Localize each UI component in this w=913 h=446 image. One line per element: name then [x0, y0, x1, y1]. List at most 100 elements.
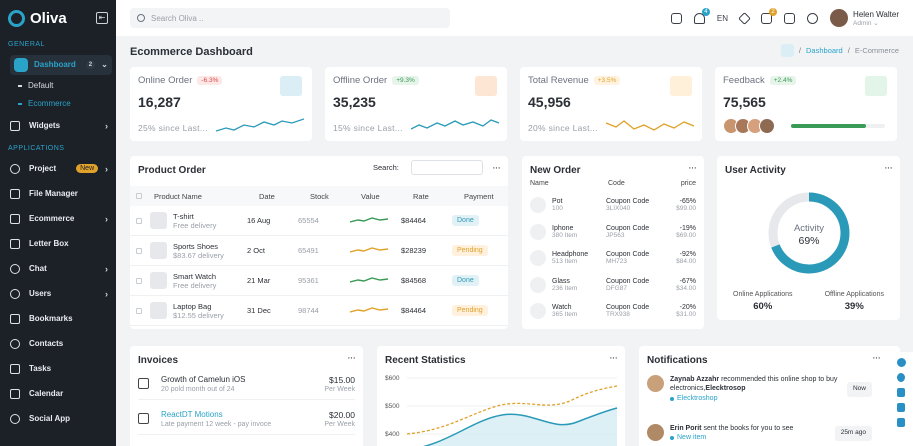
item-name: Glass	[552, 277, 570, 285]
sidebar-item-social-app[interactable]: Social App	[0, 406, 116, 431]
recent-statistics-card: Recent Statistics ··· $600 $500 $400	[377, 346, 625, 446]
order-date: 31 Dec	[247, 306, 271, 315]
mail-icon[interactable]	[784, 12, 796, 24]
product-image	[530, 303, 546, 319]
logo[interactable]: Oliva ⇤	[0, 0, 116, 36]
product-image	[530, 197, 546, 213]
invoices-card: Invoices ··· Growth of Camelun iOS 20 pol…	[130, 346, 363, 446]
stat-online-order: Online Order -6.3% 16,287 25% since Last.…	[130, 67, 312, 141]
collapse-sidebar-icon[interactable]: ⇤	[96, 12, 108, 24]
cart-icon[interactable]	[897, 418, 905, 427]
stat-offline-order: Offline Order +9.3% 35,235 15% since Last…	[325, 67, 507, 141]
file-icon	[10, 188, 20, 199]
more-icon[interactable]: ···	[688, 162, 697, 174]
table-search-input[interactable]	[411, 160, 483, 175]
y-tick: $500	[385, 403, 400, 410]
sidebar-item-letter-box[interactable]: Letter Box	[0, 231, 116, 256]
letter-icon	[10, 238, 20, 249]
product-image	[530, 250, 546, 266]
order-date: 21 Mar	[247, 276, 271, 285]
stat-sparkline	[411, 119, 499, 130]
stat-value: 45,956	[528, 94, 571, 110]
list-item[interactable]: Glass 236 Item Coupon Code DFG87 -67% $34.0…	[530, 272, 696, 298]
tasks-icon	[10, 363, 20, 374]
bell-icon[interactable]: 4	[693, 7, 710, 24]
sidebar-item-chat[interactable]: Chat ›	[0, 256, 116, 281]
stat-label: Total Revenue	[528, 75, 589, 86]
notification-item[interactable]: Zaynab Azzahr recommended this online sh…	[647, 375, 872, 403]
more-icon[interactable]: ···	[492, 162, 501, 174]
user-menu[interactable]: Helen Walter Admin ⌄	[830, 9, 899, 27]
sidebar-item-dashboard[interactable]: Dashboard 2 ⌄	[0, 52, 116, 77]
ecommerce-icon	[10, 213, 20, 224]
sidebar-item-bookmarks[interactable]: Bookmarks	[0, 306, 116, 331]
quick-actions-bar	[889, 352, 913, 446]
rate-value: $84464	[401, 216, 427, 225]
price: $69.00	[676, 231, 696, 239]
theme-icon[interactable]	[807, 12, 819, 24]
logo-icon	[8, 9, 25, 27]
search-input[interactable]: Search Oliva ..	[130, 8, 450, 28]
stat-since: 20% since Last...	[528, 123, 598, 133]
settings-icon[interactable]	[897, 403, 905, 412]
sidebar: Oliva ⇤ GENERAL Dashboard 2 ⌄ Default Ecom…	[0, 0, 116, 446]
list-item[interactable]: Iphone 380 Item Coupon Code JP563 -19% $69.…	[530, 219, 696, 245]
stat-since: 25% since Last...	[138, 123, 208, 133]
page-title: Ecommerce Dashboard	[130, 46, 253, 58]
invoice-row[interactable]: ReactDT Motions Late payment 12 week - pa…	[138, 403, 355, 435]
sidebar-item-file-manager[interactable]: File Manager	[0, 181, 116, 206]
users-icon	[10, 288, 20, 299]
sidebar-sub-ecommerce[interactable]: Ecommerce	[0, 95, 116, 113]
select-all-checkbox[interactable]	[136, 193, 142, 199]
discount: -65%	[679, 198, 696, 205]
coupon-label: Coupon Code	[606, 251, 650, 258]
price: $34.00	[676, 284, 696, 292]
payment-status: Done	[452, 275, 479, 286]
cart-icon[interactable]: 2	[761, 7, 778, 24]
sidebar-item-contacts[interactable]: Contacts	[0, 331, 116, 356]
avatar	[647, 375, 664, 392]
sidebar-item-project[interactable]: Project New ›	[0, 156, 116, 181]
more-icon[interactable]: ···	[872, 352, 881, 364]
discount: -20%	[679, 304, 696, 311]
table-row[interactable]: Laptop Bag $12.55 delivery 31 Dec 98744 $…	[130, 296, 508, 326]
row-checkbox[interactable]	[136, 217, 142, 224]
table-row[interactable]: T-shirt Free delivery 16 Aug 65554 $84464…	[130, 206, 508, 236]
list-item[interactable]: Watch 365 Item Coupon Code TRX938 -20% $31.…	[530, 298, 696, 324]
home-icon[interactable]	[780, 44, 794, 57]
row-checkbox[interactable]	[136, 277, 142, 284]
sidebar-item-ecommerce[interactable]: Ecommerce ›	[0, 206, 116, 231]
notification-item[interactable]: Erin Porit sent the books for you to see…	[647, 424, 872, 443]
table-header: Product Name Date Stock Value Rate Payme…	[130, 186, 508, 206]
fullscreen-icon[interactable]	[670, 12, 682, 24]
card-title: Recent Statistics	[385, 355, 466, 366]
row-checkbox[interactable]	[136, 307, 142, 314]
table-row[interactable]: Smart Watch Free delivery 21 Mar 95361 $8…	[130, 266, 508, 296]
sidebar-item-calendar[interactable]: Calendar	[0, 381, 116, 406]
document-icon[interactable]	[897, 388, 905, 397]
series-line	[406, 385, 618, 435]
star-icon[interactable]	[738, 11, 751, 25]
sidebar-item-users[interactable]: Users ›	[0, 281, 116, 306]
row-checkbox[interactable]	[136, 247, 142, 254]
value-trend	[349, 275, 401, 287]
language-selector[interactable]: EN	[716, 13, 729, 23]
more-icon[interactable]: ···	[347, 352, 356, 364]
breadcrumb-dashboard[interactable]: Dashboard	[806, 46, 843, 55]
list-item[interactable]: Pot 100 Coupon Code 3LIX040 -65% $99.00	[530, 192, 696, 218]
sidebar-item-widgets[interactable]: Widgets ›	[0, 113, 116, 138]
list-item[interactable]: Headphone 513 Item Coupon Code MH723 -92% $…	[530, 245, 696, 271]
table-row[interactable]: Sports Shoes $83.67 delivery 2 Oct 65491 …	[130, 236, 508, 266]
sidebar-sub-default[interactable]: Default	[0, 77, 116, 95]
invoice-icon	[138, 378, 149, 389]
more-icon[interactable]: ···	[609, 352, 618, 364]
support-icon[interactable]	[897, 373, 905, 382]
sidebar-item-tasks[interactable]: Tasks	[0, 356, 116, 381]
search-icon	[137, 14, 145, 22]
invoice-row[interactable]: Growth of Camelun iOS 20 pold month out o…	[138, 368, 355, 400]
stat-feedback: Feedback +2.4% 75,565	[715, 67, 897, 141]
toggle-icon[interactable]	[896, 358, 906, 367]
more-icon[interactable]: ···	[884, 162, 893, 174]
rate-value: $28239	[401, 246, 427, 255]
rate-value: $84464	[401, 306, 427, 315]
